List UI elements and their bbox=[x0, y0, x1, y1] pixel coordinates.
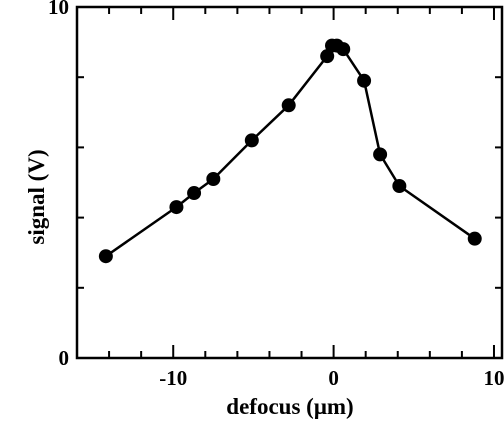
data-point bbox=[281, 98, 296, 113]
axis-ticks bbox=[77, 6, 502, 359]
axes-frame bbox=[75, 5, 504, 360]
data-point bbox=[373, 147, 388, 162]
data-point bbox=[467, 231, 482, 246]
data-point bbox=[320, 49, 335, 64]
data-point bbox=[206, 171, 221, 186]
y-tick-label: 10 bbox=[48, 0, 69, 19]
x-tick-label: 10 bbox=[483, 366, 504, 390]
data-point bbox=[336, 42, 351, 57]
data-point bbox=[357, 73, 372, 88]
data-point bbox=[244, 133, 259, 148]
data-point bbox=[392, 179, 407, 194]
data-point bbox=[169, 200, 184, 215]
series-line bbox=[105, 44, 476, 258]
y-axis-title: signal (V) bbox=[24, 149, 49, 244]
y-tick-label: 0 bbox=[59, 346, 70, 370]
x-axis-title: defocus (μm) bbox=[226, 394, 353, 419]
y-tick-labels: 0 10 bbox=[48, 0, 69, 370]
data-point bbox=[98, 249, 113, 264]
x-tick-labels: -10 0 10 bbox=[159, 366, 504, 390]
x-tick-label: 0 bbox=[328, 366, 339, 390]
x-tick-label: -10 bbox=[159, 366, 187, 390]
plot-border bbox=[75, 5, 504, 360]
data-point bbox=[187, 186, 202, 201]
data-series bbox=[98, 38, 482, 264]
